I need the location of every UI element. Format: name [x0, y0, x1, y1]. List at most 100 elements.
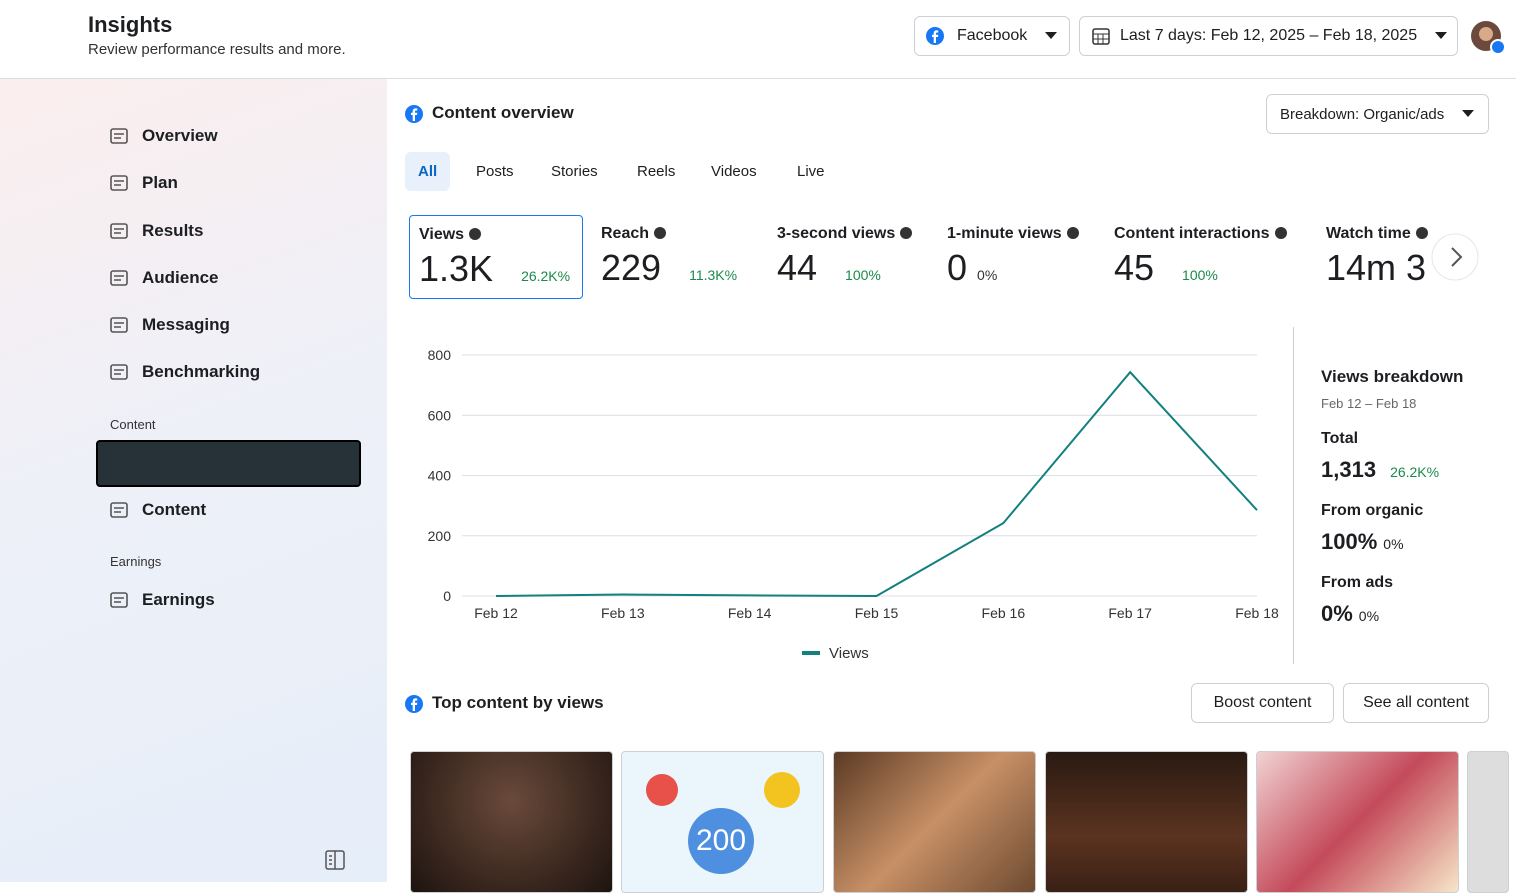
thumbnail[interactable] [833, 751, 1036, 893]
thumbnail[interactable]: 200 [621, 751, 824, 893]
x-tick-label: Feb 12 [474, 605, 518, 621]
nav-icon [110, 175, 128, 191]
nav-label: Results [142, 221, 204, 240]
nav-label: Benchmarking [142, 362, 261, 381]
next-button[interactable] [1430, 232, 1482, 284]
metric-label-text: Watch time [1326, 225, 1411, 242]
nav-label: Overview [142, 126, 218, 145]
breakdown-row: 1,313 26.2K% [1321, 457, 1439, 483]
x-tick-label: Feb 18 [1235, 605, 1279, 621]
metric-label-text: 1-minute views [947, 225, 1062, 242]
avatar[interactable] [1468, 20, 1508, 56]
x-tick-label: Feb 16 [982, 605, 1026, 621]
thumbnail[interactable] [1467, 751, 1509, 893]
metric-label: 1-minute views [947, 225, 1079, 243]
thumbnail[interactable] [410, 751, 613, 893]
metric-card[interactable]: Watch time 14m 3 [1317, 215, 1437, 299]
metric-label-text: 3-second views [777, 225, 896, 242]
nav-item[interactable]: Plan [108, 172, 178, 194]
metric-value: 45 [1114, 247, 1155, 288]
date-range-label: Last 7 days: Feb 12, 2025 – Feb 18, 2025 [1120, 27, 1418, 44]
metric-value: 0 [947, 247, 968, 288]
collapse-icon[interactable] [325, 850, 345, 870]
tab[interactable]: All [405, 152, 451, 191]
metric-card[interactable]: 1-minute views 0 0% [938, 215, 1088, 299]
info-icon [1274, 227, 1287, 239]
tab[interactable]: Videos [711, 163, 757, 180]
metric-card[interactable]: 3-second views 44 100% [768, 215, 921, 299]
y-tick-label: 600 [428, 407, 452, 423]
section-title: Content overview [432, 103, 574, 122]
nav-label: Earnings [142, 590, 215, 609]
info-icon [1066, 227, 1079, 239]
metric-value: 229 [601, 247, 662, 288]
active-item-bg[interactable] [96, 440, 361, 487]
thumbnail[interactable] [1256, 751, 1459, 893]
breakdown-title: Views breakdown [1321, 367, 1464, 386]
nav-item[interactable]: Overview [108, 125, 218, 147]
legend-label: Views [829, 645, 869, 662]
nav-label: Audience [142, 268, 219, 287]
nav-item[interactable]: Audience [108, 267, 219, 289]
metric-value: 1.3K [419, 248, 494, 289]
breakdown-select[interactable]: Breakdown: Organic/ads [1266, 94, 1489, 134]
nav-icon [110, 128, 128, 144]
see-all-button[interactable]: See all content [1343, 683, 1489, 723]
caret [1435, 32, 1448, 39]
facebook-icon [405, 105, 423, 123]
breakdown-value: 1,313 [1321, 457, 1377, 482]
page-subtitle: Review performance results and more. [88, 41, 346, 58]
metric-change: 100% [1182, 267, 1218, 283]
calendar-icon [1092, 28, 1110, 45]
y-tick-label: 800 [428, 347, 452, 363]
decoration [764, 772, 800, 808]
tab[interactable]: Posts [476, 163, 514, 180]
metric-card[interactable]: Views 1.3K 26.2K% [409, 215, 583, 299]
y-tick-label: 200 [428, 528, 452, 544]
breakdown-label: From ads [1321, 574, 1394, 591]
y-tick-label: 0 [443, 588, 451, 604]
date-range-select[interactable]: Last 7 days: Feb 12, 2025 – Feb 18, 2025 [1079, 16, 1458, 56]
x-tick-label: Feb 15 [855, 605, 899, 621]
metric-label-text: Views [419, 226, 465, 243]
tab[interactable]: Live [797, 163, 825, 180]
metric-card[interactable]: Reach 229 11.3K% [592, 215, 746, 299]
nav-label: Content [142, 500, 207, 519]
nav-item[interactable]: Earnings [108, 589, 215, 611]
tab[interactable]: Reels [637, 163, 676, 180]
nav-item[interactable]: Benchmarking [108, 361, 260, 383]
breakdown-row: 0% 0% [1321, 601, 1379, 627]
info-icon [469, 228, 482, 240]
nav-item[interactable]: Content [108, 499, 206, 521]
thumbnail[interactable] [1045, 751, 1248, 893]
divider [1293, 327, 1294, 664]
metric-change: 11.3K% [689, 267, 738, 283]
metric-label: 3-second views [777, 225, 913, 243]
metric-card[interactable]: Content interactions 45 100% [1105, 215, 1296, 299]
metric-label: Content interactions [1114, 225, 1287, 243]
boost-button[interactable]: Boost content [1191, 683, 1334, 723]
breakdown-range: Feb 12 – Feb 18 [1321, 396, 1417, 411]
metric-row: 229 11.3K% [601, 243, 737, 289]
x-tick-label: Feb 17 [1108, 605, 1152, 621]
metric-change: 26.2K% [521, 268, 571, 284]
tab[interactable]: Stories [551, 163, 598, 180]
header [0, 0, 1516, 79]
caret [1045, 32, 1058, 39]
button-label: Boost content [1213, 694, 1312, 711]
nav-icon [110, 592, 128, 608]
nav-item[interactable]: Results [108, 220, 203, 242]
metric-row: 14m 3 [1326, 243, 1428, 289]
nav-icon [110, 223, 128, 239]
breakdown-change: 0% [1383, 536, 1404, 552]
facebook-icon [926, 27, 944, 45]
metric-change: 0% [977, 267, 998, 283]
nav-item[interactable]: Messaging [108, 314, 230, 336]
metric-value: 44 [777, 247, 818, 288]
nav-label: Messaging [142, 315, 230, 334]
platform-select[interactable]: Facebook [914, 16, 1070, 56]
info-icon [654, 227, 667, 239]
breakdown-change: 26.2K% [1390, 464, 1440, 480]
metric-row: 0 0% [947, 243, 1079, 289]
